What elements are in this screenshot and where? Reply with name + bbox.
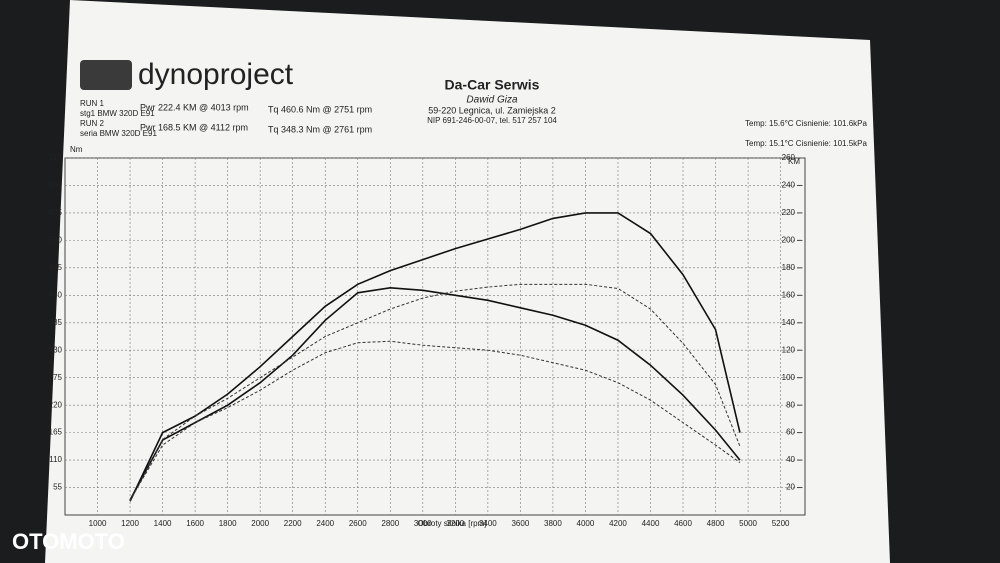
y-tick-label: 330 (49, 345, 63, 354)
x-tick-label: 5000 (739, 519, 757, 528)
x-tick-label: 4600 (674, 519, 692, 528)
y2-tick-label: 240 (782, 181, 796, 190)
company-name: Da-Car Serwis (445, 77, 540, 93)
x-tick-label: 4000 (577, 519, 595, 528)
series-line (129, 287, 741, 501)
y2-tick-label: 100 (782, 373, 796, 382)
y2-tick-label: 20 (786, 483, 795, 492)
logo: dynoproject (138, 58, 294, 91)
y-tick-label: 550 (49, 235, 63, 244)
x-tick-label: 1200 (121, 519, 139, 528)
paper (45, 0, 890, 563)
x-tick-label: 5200 (772, 519, 790, 528)
run-car: seria BMW 320D E91 (80, 129, 157, 138)
company-contact: NIP 691-246-00-07, tel. 517 257 104 (427, 116, 557, 125)
conditions: Temp: 15.6°C Cisnienie: 101.6kPa (745, 119, 867, 128)
y2-tick-label: 60 (786, 428, 795, 437)
y-tick-label: 495 (49, 263, 63, 272)
watermark: OTOMOTO (12, 529, 125, 554)
x-tick-label: 3000 (414, 519, 432, 528)
y2-tick-label: 260 (782, 153, 796, 162)
x-tick-label: 4800 (707, 519, 725, 528)
x-tick-label: 3800 (544, 519, 562, 528)
x-tick-label: 4200 (609, 519, 627, 528)
series-line (129, 212, 741, 502)
y2-tick-label: 160 (782, 290, 796, 299)
logo-mark (80, 60, 132, 90)
y2-axis-label: KM (788, 157, 800, 166)
x-tick-label: 2800 (381, 519, 399, 528)
run-label: RUN 2 (80, 119, 105, 128)
y-tick-label: 385 (49, 318, 63, 327)
run-label: RUN 1 (80, 99, 105, 108)
y-tick-label: 715 (49, 153, 63, 162)
y2-tick-label: 180 (782, 263, 796, 272)
series-line (129, 340, 741, 501)
x-tick-label: 3600 (511, 519, 529, 528)
x-tick-label: 4400 (642, 519, 660, 528)
y-tick-label: 440 (49, 290, 63, 299)
run-power: Pwr 168.5 KM @ 4112 rpm (140, 122, 248, 132)
x-tick-label: 2600 (349, 519, 367, 528)
company-address: 59-220 Legnica, ul. Zamiejska 2 (428, 105, 556, 115)
run-power: Pwr 222.4 KM @ 4013 rpm (140, 102, 249, 112)
y-tick-label: 165 (49, 428, 63, 437)
x-tick-label: 2000 (251, 519, 269, 528)
y2-tick-label: 40 (786, 455, 795, 464)
y-tick-label: 660 (49, 181, 63, 190)
conditions: Temp: 15.1°C Cisnienie: 101.5kPa (745, 139, 867, 148)
run-torque: Tq 348.3 Nm @ 2761 rpm (268, 124, 372, 134)
run-torque: Tq 460.6 Nm @ 2751 rpm (268, 104, 372, 114)
y-tick-label: 55 (53, 483, 62, 492)
y2-tick-label: 140 (782, 318, 796, 327)
x-tick-label: 1800 (219, 519, 237, 528)
x-tick-label: 1600 (186, 519, 204, 528)
x-tick-label: 3400 (479, 519, 497, 528)
y2-tick-label: 200 (782, 235, 796, 244)
x-tick-label: 2200 (284, 519, 302, 528)
y2-tick-label: 120 (782, 345, 796, 354)
company-owner: Dawid Giza (466, 95, 518, 106)
y-tick-label: 275 (49, 373, 63, 382)
x-tick-label: 1000 (89, 519, 107, 528)
x-axis-label: Obroty silnika [rpm] (418, 519, 487, 528)
y2-tick-label: 220 (782, 208, 796, 217)
run-car: stg1 BMW 320D E91 (80, 109, 155, 118)
x-tick-label: 3200 (446, 519, 464, 528)
y-tick-label: 605 (49, 208, 63, 217)
y-tick-label: 220 (49, 400, 63, 409)
y-tick-label: 110 (49, 455, 62, 464)
x-tick-label: 2400 (316, 519, 334, 528)
y-axis-label: Nm (70, 145, 83, 154)
x-tick-label: 1400 (154, 519, 172, 528)
y2-tick-label: 80 (786, 400, 795, 409)
series-line (129, 283, 741, 502)
